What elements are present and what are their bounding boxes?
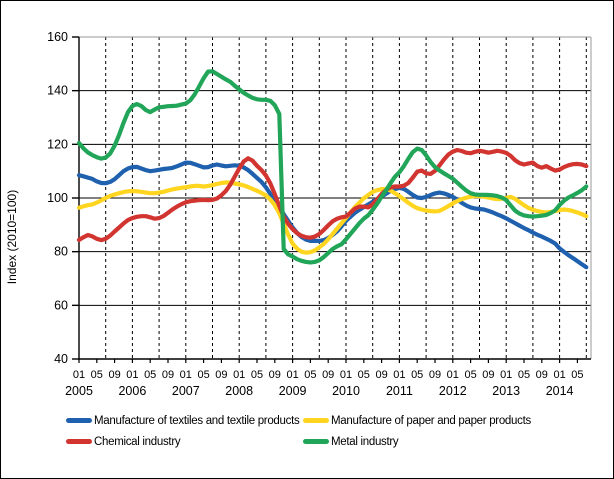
x-tick-label: 09 [375,369,387,381]
y-tick-label: 100 [47,191,68,205]
y-tick-label: 60 [54,298,68,312]
x-tick-label: 05 [571,369,583,381]
x-year-label: 2007 [172,384,200,398]
series-line-metal-industry [76,69,589,265]
x-tick-label: 01 [500,369,512,381]
legend-label-textiles: Manufacture of textiles and textile prod… [94,414,300,427]
x-tick-label: 05 [251,369,263,381]
x-tick-label: 01 [447,369,459,381]
x-tick-label: 09 [482,369,494,381]
x-tick-label: 05 [411,369,423,381]
x-year-label: 2014 [546,384,574,398]
legend-label-chemical: Chemical industry [94,435,181,448]
x-tick-label: 05 [197,369,209,381]
x-tick-label: 01 [233,369,245,381]
line-chart-canvas: Index (2010=100) 40 60 80 100 120 140 160 01 05 0… [5,30,592,398]
chart-legend: Manufacture of textiles and textile prod… [66,410,601,452]
x-tick-label: 09 [162,369,174,381]
series-line-chemical-industry [76,147,589,243]
x-tick-label: 01 [286,369,298,381]
x-tick-label: 01 [180,369,192,381]
x-year-label: 2008 [225,384,253,398]
legend-label-metal: Metal industry [331,435,399,448]
x-tick-label: 01 [393,369,405,381]
x-tick-label: 01 [553,369,565,381]
x-year-label: 2010 [332,384,360,398]
x-tick-label: 09 [322,369,334,381]
y-axis-title: Index (2010=100) [5,190,19,284]
x-tick-label: 09 [215,369,227,381]
y-tick-label: 140 [47,84,68,98]
y-tick-label: 120 [47,137,68,151]
x-year-label: 2012 [439,384,467,398]
x-tick-label: 09 [108,369,120,381]
y-tick-label: 160 [47,30,68,44]
x-year-label: 2011 [386,384,413,398]
x-tick-label: 05 [464,369,476,381]
x-year-label: 2009 [279,384,307,398]
legend-swatch-metal-icon [303,439,329,444]
x-year-label: 2005 [65,384,93,398]
x-tick-label: 01 [73,369,85,381]
legend-item-textiles: Manufacture of textiles and textile prod… [66,415,303,427]
x-tick-label: 09 [429,369,441,381]
x-tick-label: 01 [126,369,138,381]
x-year-label: 2013 [492,384,520,398]
legend-item-paper: Manufacture of paper and paper products [303,415,601,427]
legend-swatch-textiles-icon [66,418,92,423]
y-tick-label: 80 [54,245,68,259]
x-tick-label: 01 [340,369,352,381]
legend-label-paper: Manufacture of paper and paper products [331,414,531,427]
x-year-label: 2006 [118,384,146,398]
x-tick-label: 05 [91,369,103,381]
legend-item-chemical: Chemical industry [66,436,303,448]
legend-swatch-chemical-icon [66,439,92,444]
x-tick-label: 05 [144,369,156,381]
legend-item-metal: Metal industry [303,436,601,448]
x-tick-label: 09 [536,369,548,381]
x-tick-label: 05 [358,369,370,381]
x-tick-label: 05 [518,369,530,381]
plot-area: 40 60 80 100 120 140 160 01 05 09 2005 01 05 09 2006 01… [47,30,592,398]
x-tick-label: 09 [269,369,281,381]
x-tick-label: 05 [304,369,316,381]
y-tick-label: 40 [54,352,68,366]
legend-swatch-paper-icon [303,418,329,423]
